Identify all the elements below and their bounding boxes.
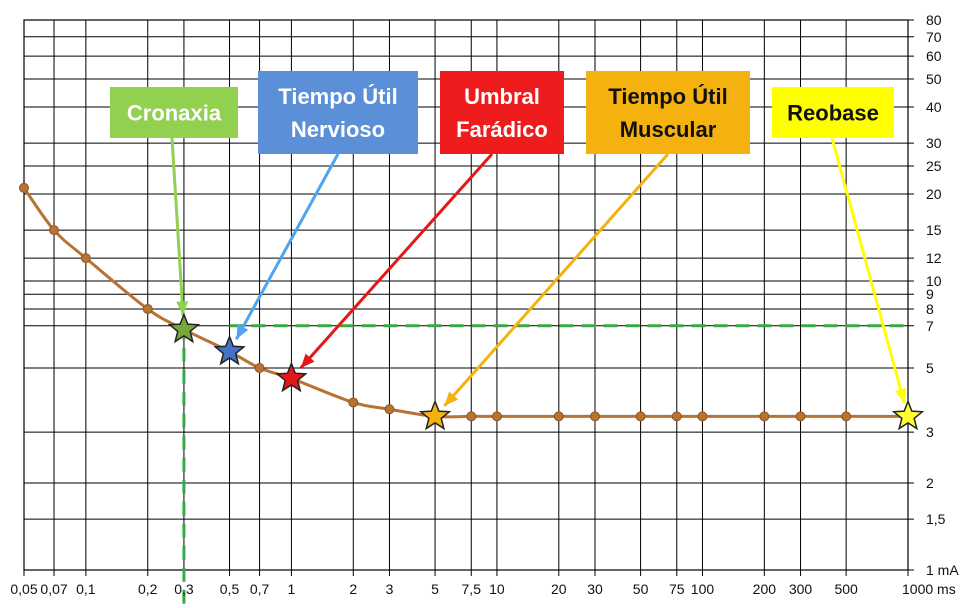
- data-point-6: [254, 362, 265, 373]
- data-point-15: [635, 411, 646, 422]
- annotation-box-tiempo-til-nervioso: [258, 71, 418, 154]
- y-tick-label-25: 25: [926, 158, 942, 174]
- curve: [19, 182, 913, 422]
- y-tick-label-1-ma: 1 mA: [926, 562, 959, 578]
- y-tick-label-2: 2: [926, 475, 934, 491]
- annotation-arrowhead-cronaxia: [176, 301, 189, 316]
- y-tick-label-40: 40: [926, 99, 942, 115]
- data-point-13: [553, 411, 564, 422]
- annotation-star-cronaxia: [167, 312, 201, 344]
- x-tick-label-200: 200: [753, 581, 777, 597]
- data-point-14: [589, 411, 600, 422]
- annotation-star-tiempo-til-nervioso: [213, 334, 246, 366]
- x-tick-label-1: 1: [288, 581, 296, 597]
- y-tick-label-50: 50: [926, 71, 942, 87]
- y-tick-label-15: 15: [926, 222, 942, 238]
- data-point-20: [841, 411, 852, 422]
- annotation-star-reobase: [891, 399, 925, 431]
- y-tick-label-70: 70: [926, 29, 942, 45]
- x-tick-label-500: 500: [834, 581, 858, 597]
- data-point-17: [697, 411, 708, 422]
- annotation-label-umbral-far-dico-1: Farádico: [456, 117, 548, 142]
- annotation-arrow-reobase: [830, 137, 906, 404]
- x-tick-label-0-07: 0,07: [40, 581, 67, 597]
- data-point-3: [142, 304, 153, 315]
- x-tick-label-0-3: 0,3: [174, 581, 194, 597]
- x-tick-label-30: 30: [587, 581, 603, 597]
- annotations: Cronaxia Tiempo Útil Nervioso Umbral Farádic…: [110, 71, 925, 431]
- x-tick-label-0-05: 0,05: [10, 581, 37, 597]
- x-tick-label-50: 50: [633, 581, 649, 597]
- data-point-0: [19, 182, 29, 193]
- y-tick-label-8: 8: [926, 301, 934, 317]
- x-tick-label-75: 75: [669, 581, 685, 597]
- data-point-9: [384, 404, 395, 415]
- reference-lines: [182, 324, 908, 608]
- data-point-19: [795, 411, 806, 422]
- annotation-arrow-umbral-far-dico: [299, 153, 494, 370]
- annotation-label-reobase-0: Reobase: [787, 101, 879, 126]
- annotation-label-tiempo-til-muscular-1: Muscular: [620, 117, 717, 142]
- annotation-box-reobase: [772, 87, 894, 138]
- x-tick-label-1000-ms: 1000 ms: [902, 581, 956, 597]
- data-point-12: [491, 411, 502, 422]
- data-point-18: [759, 411, 770, 422]
- y-tick-label-80: 80: [926, 12, 942, 28]
- x-tick-label-100: 100: [691, 581, 715, 597]
- x-tick-label-5: 5: [431, 581, 439, 597]
- data-point-16: [671, 411, 682, 422]
- annotation-arrowhead-reobase: [894, 387, 907, 403]
- x-tick-label-0-2: 0,2: [138, 581, 158, 597]
- y-tick-label-60: 60: [926, 48, 942, 64]
- data-point-1: [49, 225, 60, 236]
- y-tick-label-20: 20: [926, 186, 942, 202]
- x-tick-label-3: 3: [386, 581, 394, 597]
- annotation-label-umbral-far-dico-0: Umbral: [464, 84, 540, 109]
- annotation-star-umbral-far-dico: [275, 361, 308, 393]
- y-tick-label-3: 3: [926, 424, 934, 440]
- annotation-arrowhead-tiempo-til-muscular: [444, 391, 459, 406]
- annotation-reobase: Reobase: [772, 87, 925, 431]
- annotation-label-tiempo-til-nervioso-0: Tiempo Útil: [278, 84, 397, 109]
- annotation-box-tiempo-til-muscular: [586, 71, 750, 154]
- x-tick-label-20: 20: [551, 581, 567, 597]
- data-point-11: [466, 411, 477, 422]
- annotation-arrowhead-tiempo-til-nervioso: [236, 324, 249, 340]
- annotation-arrow-cronaxia: [170, 137, 185, 316]
- x-tick-label-0-1: 0,1: [76, 581, 96, 597]
- x-tick-label-10: 10: [489, 581, 505, 597]
- x-tick-labels: 0,05 0,07 0,1 0,2 0,3 0,5 0,7 1 2 3 5 7,5 10 20 30 50 75…: [10, 581, 955, 597]
- annotation-star-tiempo-til-muscular: [418, 399, 452, 431]
- data-point-2: [80, 253, 91, 264]
- annotation-box-cronaxia: [110, 87, 238, 138]
- y-tick-label-12: 12: [926, 250, 942, 266]
- y-tick-label-7: 7: [926, 318, 934, 334]
- series-line-0: [22, 187, 908, 419]
- annotation-tiempo-til-muscular: Tiempo Útil Muscular: [418, 71, 750, 431]
- annotation-arrow-tiempo-til-nervioso: [234, 153, 340, 340]
- x-tick-label-0-7: 0,7: [250, 581, 270, 597]
- x-tick-label-7-5: 7,5: [462, 581, 482, 597]
- annotation-tiempo-til-nervioso: Tiempo Útil Nervioso: [213, 71, 418, 366]
- x-tick-label-2: 2: [349, 581, 357, 597]
- y-tick-label-10: 10: [926, 273, 942, 289]
- y-tick-label-1-5: 1,5: [926, 511, 946, 527]
- annotation-box-umbral-far-dico: [440, 71, 564, 154]
- annotation-cronaxia: Cronaxia: [110, 87, 238, 344]
- y-tick-label-9: 9: [926, 286, 934, 302]
- annotation-label-tiempo-til-muscular-0: Tiempo Útil: [608, 84, 727, 109]
- data-point-8: [348, 397, 359, 408]
- annotation-label-tiempo-til-nervioso-1: Nervioso: [291, 117, 385, 142]
- annotation-umbral-far-dico: Umbral Farádico: [275, 71, 564, 393]
- annotation-label-cronaxia-0: Cronaxia: [127, 101, 222, 126]
- x-tick-label-300: 300: [789, 581, 813, 597]
- annotation-arrow-tiempo-til-muscular: [443, 153, 670, 407]
- annotation-arrowhead-umbral-far-dico: [300, 353, 315, 369]
- y-tick-label-5: 5: [926, 360, 934, 376]
- y-tick-label-30: 30: [926, 135, 942, 151]
- x-tick-label-0-5: 0,5: [220, 581, 240, 597]
